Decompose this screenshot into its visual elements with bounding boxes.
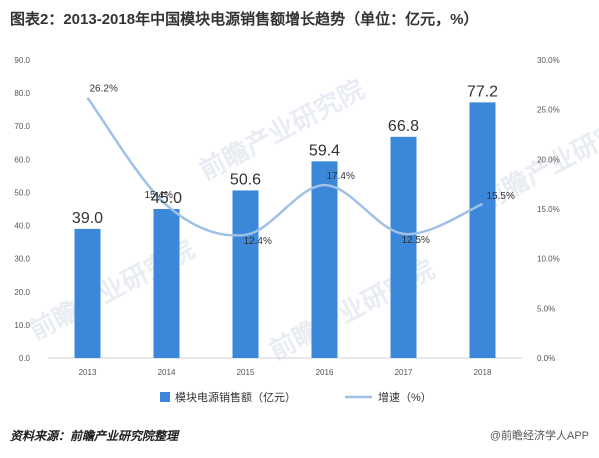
y-left-tick-label: 50.0	[14, 188, 30, 197]
bar-value-label: 45.0	[151, 190, 182, 207]
line-value-label: 17.4%	[327, 171, 355, 182]
x-tick-label: 2014	[158, 368, 176, 377]
line-value-label: 26.2%	[90, 84, 118, 95]
y-left-tick-label: 10.0	[14, 321, 30, 330]
y-left-tick-label: 70.0	[14, 122, 30, 131]
y-left-tick-label: 0.0	[19, 354, 31, 363]
y-right-tick-label: 0.0%	[537, 354, 555, 363]
bar	[469, 102, 496, 358]
line-value-label: 15.4%	[145, 190, 173, 201]
y-right-tick-label: 25.0%	[537, 106, 560, 115]
line-value-label: 12.4%	[244, 236, 272, 247]
y-right-tick-label: 30.0%	[537, 56, 560, 65]
y-left-tick-label: 60.0	[14, 155, 30, 164]
credit-note: @前瞻经济学人APP	[489, 430, 589, 442]
bar	[153, 209, 180, 358]
legend-bar-swatch	[160, 392, 170, 402]
bar-value-label: 77.2	[467, 83, 498, 100]
y-right-tick-label: 15.0%	[537, 205, 560, 214]
legend-bar-label: 模块电源销售额（亿元）	[175, 390, 296, 404]
series-line	[86, 97, 483, 237]
source-note: 资料来源：前瞻产业研究院整理	[10, 429, 179, 443]
bar-value-label: 50.6	[230, 171, 261, 188]
bar-value-label: 59.4	[309, 142, 340, 159]
y-right-tick-label: 20.0%	[537, 155, 560, 164]
y-left-tick-label: 90.0	[14, 56, 30, 65]
y-left-tick-label: 80.0	[14, 89, 30, 98]
bar	[232, 190, 259, 358]
x-tick-label: 2017	[395, 368, 413, 377]
line-value-label: 15.5%	[487, 191, 515, 202]
x-tick-label: 2016	[316, 368, 334, 377]
y-left-tick-label: 40.0	[14, 222, 30, 231]
bar-value-label: 66.8	[388, 118, 419, 135]
x-tick-label: 2013	[79, 368, 97, 377]
bar	[74, 228, 101, 358]
bar	[311, 161, 338, 358]
y-left-tick-label: 20.0	[14, 288, 30, 297]
x-tick-label: 2018	[474, 368, 492, 377]
line-value-label: 12.5%	[402, 235, 430, 246]
y-right-tick-label: 5.0%	[537, 304, 555, 313]
x-tick-label: 2015	[237, 368, 255, 377]
bar-value-label: 39.0	[72, 210, 103, 227]
legend-line-label: 增速（%）	[378, 390, 432, 404]
y-left-tick-label: 30.0	[14, 255, 30, 264]
chart-title: 图表2：2013-2018年中国模块电源销售额增长趋势（单位：亿元，%）	[10, 11, 479, 28]
bar	[390, 136, 417, 358]
y-right-tick-label: 10.0%	[537, 255, 560, 264]
